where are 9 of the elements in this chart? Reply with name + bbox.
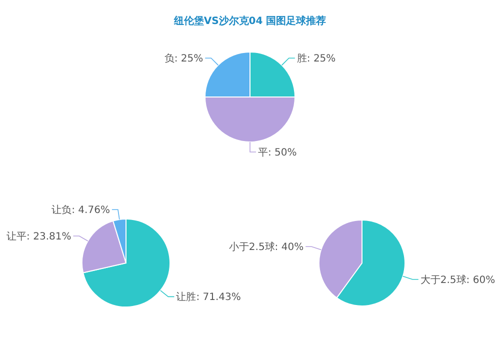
slice-label: 小于2.5球: 40% bbox=[228, 241, 304, 254]
slice-label: 平: 50% bbox=[258, 148, 297, 158]
slice-label: 胜: 25% bbox=[296, 52, 336, 65]
slice-label: 让胜: 71.43% bbox=[176, 291, 241, 304]
slice-label: 让平: 23.81% bbox=[6, 230, 72, 242]
chart-title: 纽伦堡VS沙尔克04 国图足球推荐 bbox=[172, 15, 326, 27]
slice-label: 让负: 4.76% bbox=[52, 204, 110, 216]
slice-label: 大于2.5球: 60% bbox=[420, 274, 496, 286]
slice-label: 负: 25% bbox=[164, 52, 204, 65]
